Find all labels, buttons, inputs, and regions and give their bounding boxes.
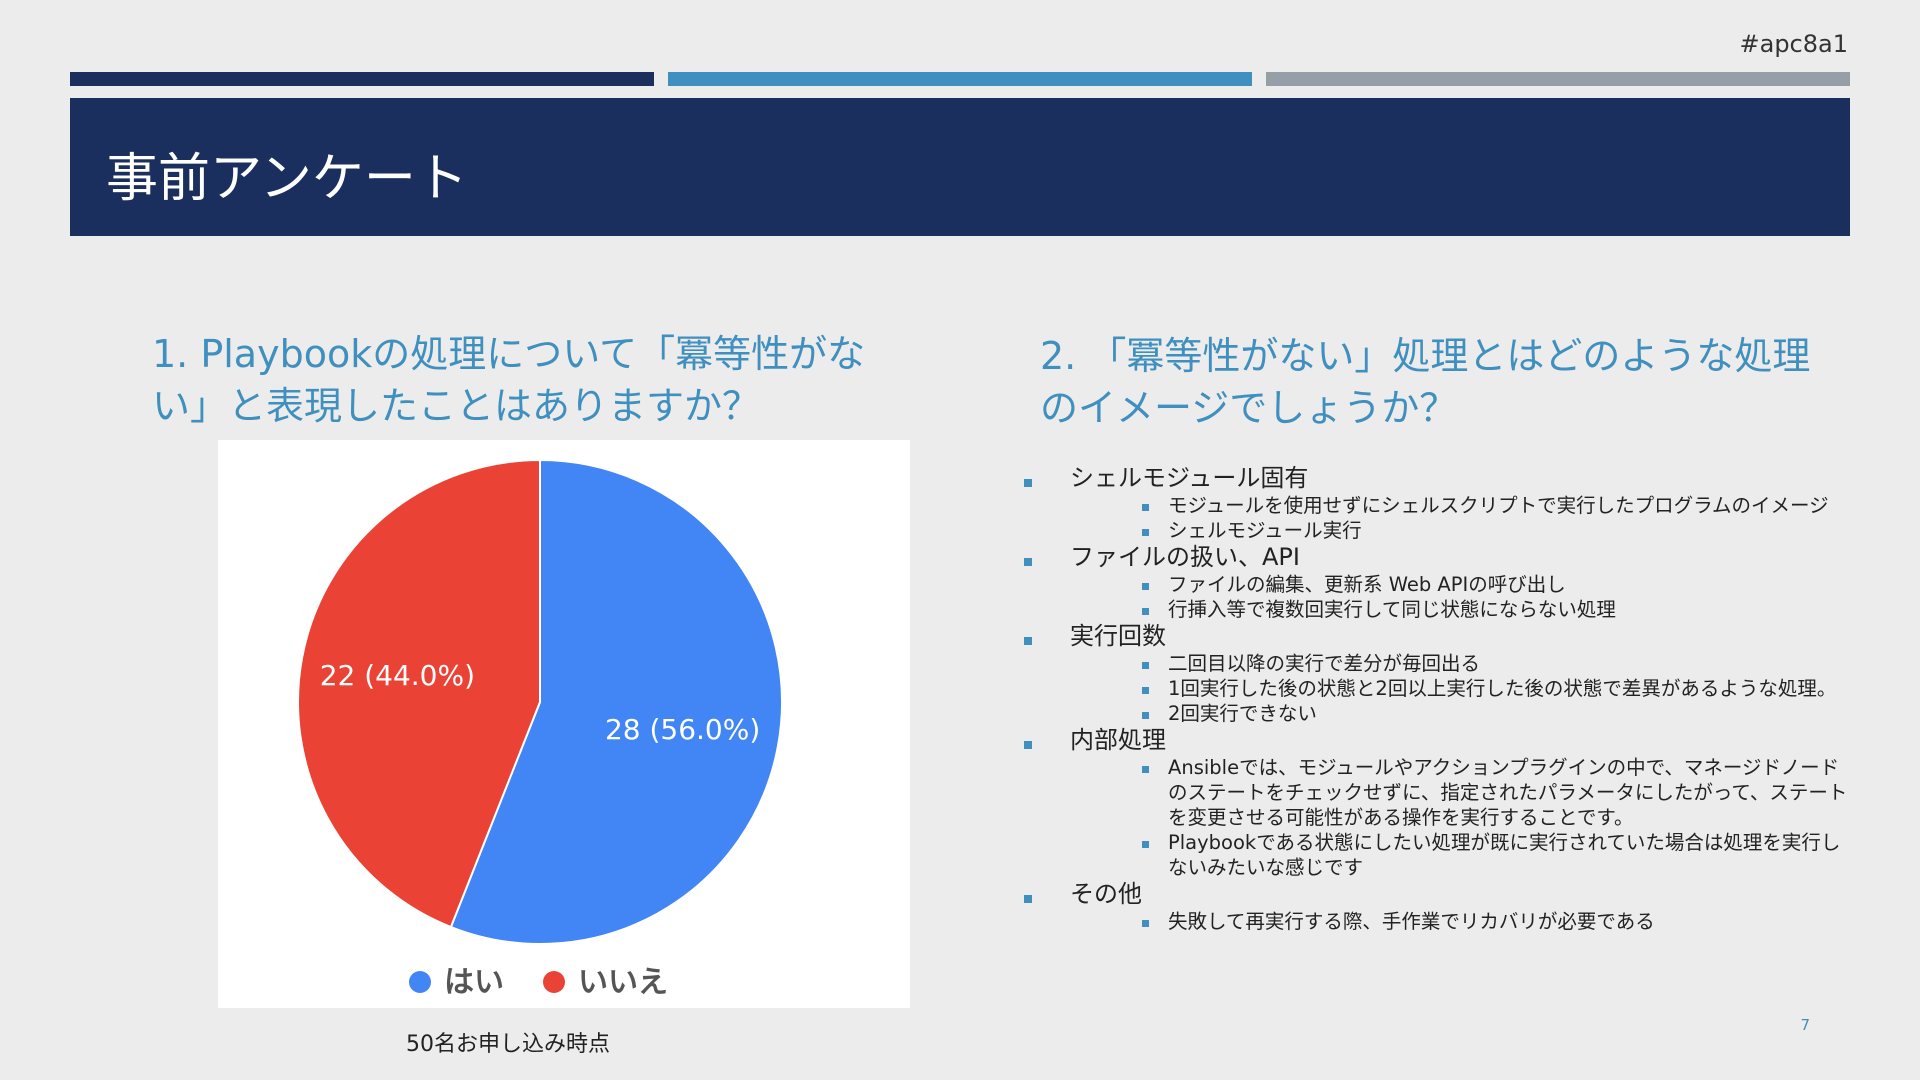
top-bar-gray (1266, 72, 1850, 86)
answer-label: 内部処理 (1070, 726, 1166, 754)
pie-chart: 28 (56.0%) 22 (44.0%) はい いいえ (297, 458, 783, 1000)
answer-sub-item: Playbookである状態にしたい処理が既に実行されていた場合は処理を実行しない… (1070, 830, 1854, 880)
legend-marker (543, 971, 565, 993)
answer-item: 実行回数 二回目以降の実行で差分が毎回出る 1回実行した後の状態と2回以上実行した後… (1024, 622, 1854, 726)
answer-sub-item: シェルモジュール実行 (1070, 518, 1854, 543)
chart-caption: 50名お申し込み時点 (406, 1032, 610, 1057)
answer-sub-item: 1回実行した後の状態と2回以上実行した後の状態で差異があるような処理。 (1070, 676, 1854, 701)
answer-sub-item: 2回実行できない (1070, 701, 1854, 726)
legend-label: いいえ (578, 965, 668, 1000)
answer-label: シェルモジュール固有 (1070, 464, 1309, 492)
answer-label: その他 (1070, 880, 1142, 908)
answer-item: その他 失敗して再実行する際、手作業でリカバリが必要である (1024, 880, 1854, 934)
pie-chart-card: 28 (56.0%) 22 (44.0%) はい いいえ (218, 440, 910, 1008)
answer-sub-item: ファイルの編集、更新系 Web APIの呼び出し (1070, 572, 1854, 597)
question-1: 1. Playbookの処理について「冪等性がない」と表現したことはありますか？ (152, 332, 866, 428)
question-2: 2. 「冪等性がない」処理とはどのような処理のイメージでしょうか？ (1040, 334, 1811, 430)
top-bar-navy (70, 72, 654, 86)
hashtag: #apc8a1 (1739, 30, 1849, 58)
answer-sub-item: 行挿入等で複数回実行して同じ状態にならない処理 (1070, 597, 1854, 622)
top-bar-blue (668, 72, 1252, 86)
pie-data-label: 22 (44.0%) (320, 659, 475, 692)
answer-item: シェルモジュール固有 モジュールを使用せずにシェルスクリプトで実行したプログラムの… (1024, 464, 1854, 543)
answer-sub-item: 二回目以降の実行で差分が毎回出る (1070, 651, 1854, 676)
answer-sub-item: モジュールを使用せずにシェルスクリプトで実行したプログラムのイメージ (1070, 493, 1854, 518)
page-number: 7 (1800, 1016, 1810, 1034)
answer-label: 実行回数 (1070, 622, 1166, 650)
slide-title: 事前アンケート (106, 149, 468, 209)
pie-data-label: 28 (56.0%) (605, 713, 760, 746)
legend-label: はい (444, 965, 504, 1000)
legend-marker (409, 971, 431, 993)
answer-label: ファイルの扱い、API (1070, 543, 1300, 571)
pie-slice-no (297, 458, 541, 929)
pie-slice-yes (449, 458, 783, 945)
answer-sub-item: 失敗して再実行する際、手作業でリカバリが必要である (1070, 909, 1854, 934)
answer-sub-item: Ansibleでは、モジュールやアクションプラグインの中で、マネージドノードのス… (1070, 755, 1854, 830)
answer-item: 内部処理 Ansibleでは、モジュールやアクションプラグインの中で、マネージドノ… (1024, 726, 1854, 880)
answer-list: シェルモジュール固有 モジュールを使用せずにシェルスクリプトで実行したプログラムの… (1024, 464, 1854, 934)
answer-item: ファイルの扱い、API ファイルの編集、更新系 Web APIの呼び出し 行挿入等で… (1024, 543, 1854, 622)
title-banner: 事前アンケート (70, 98, 1850, 236)
